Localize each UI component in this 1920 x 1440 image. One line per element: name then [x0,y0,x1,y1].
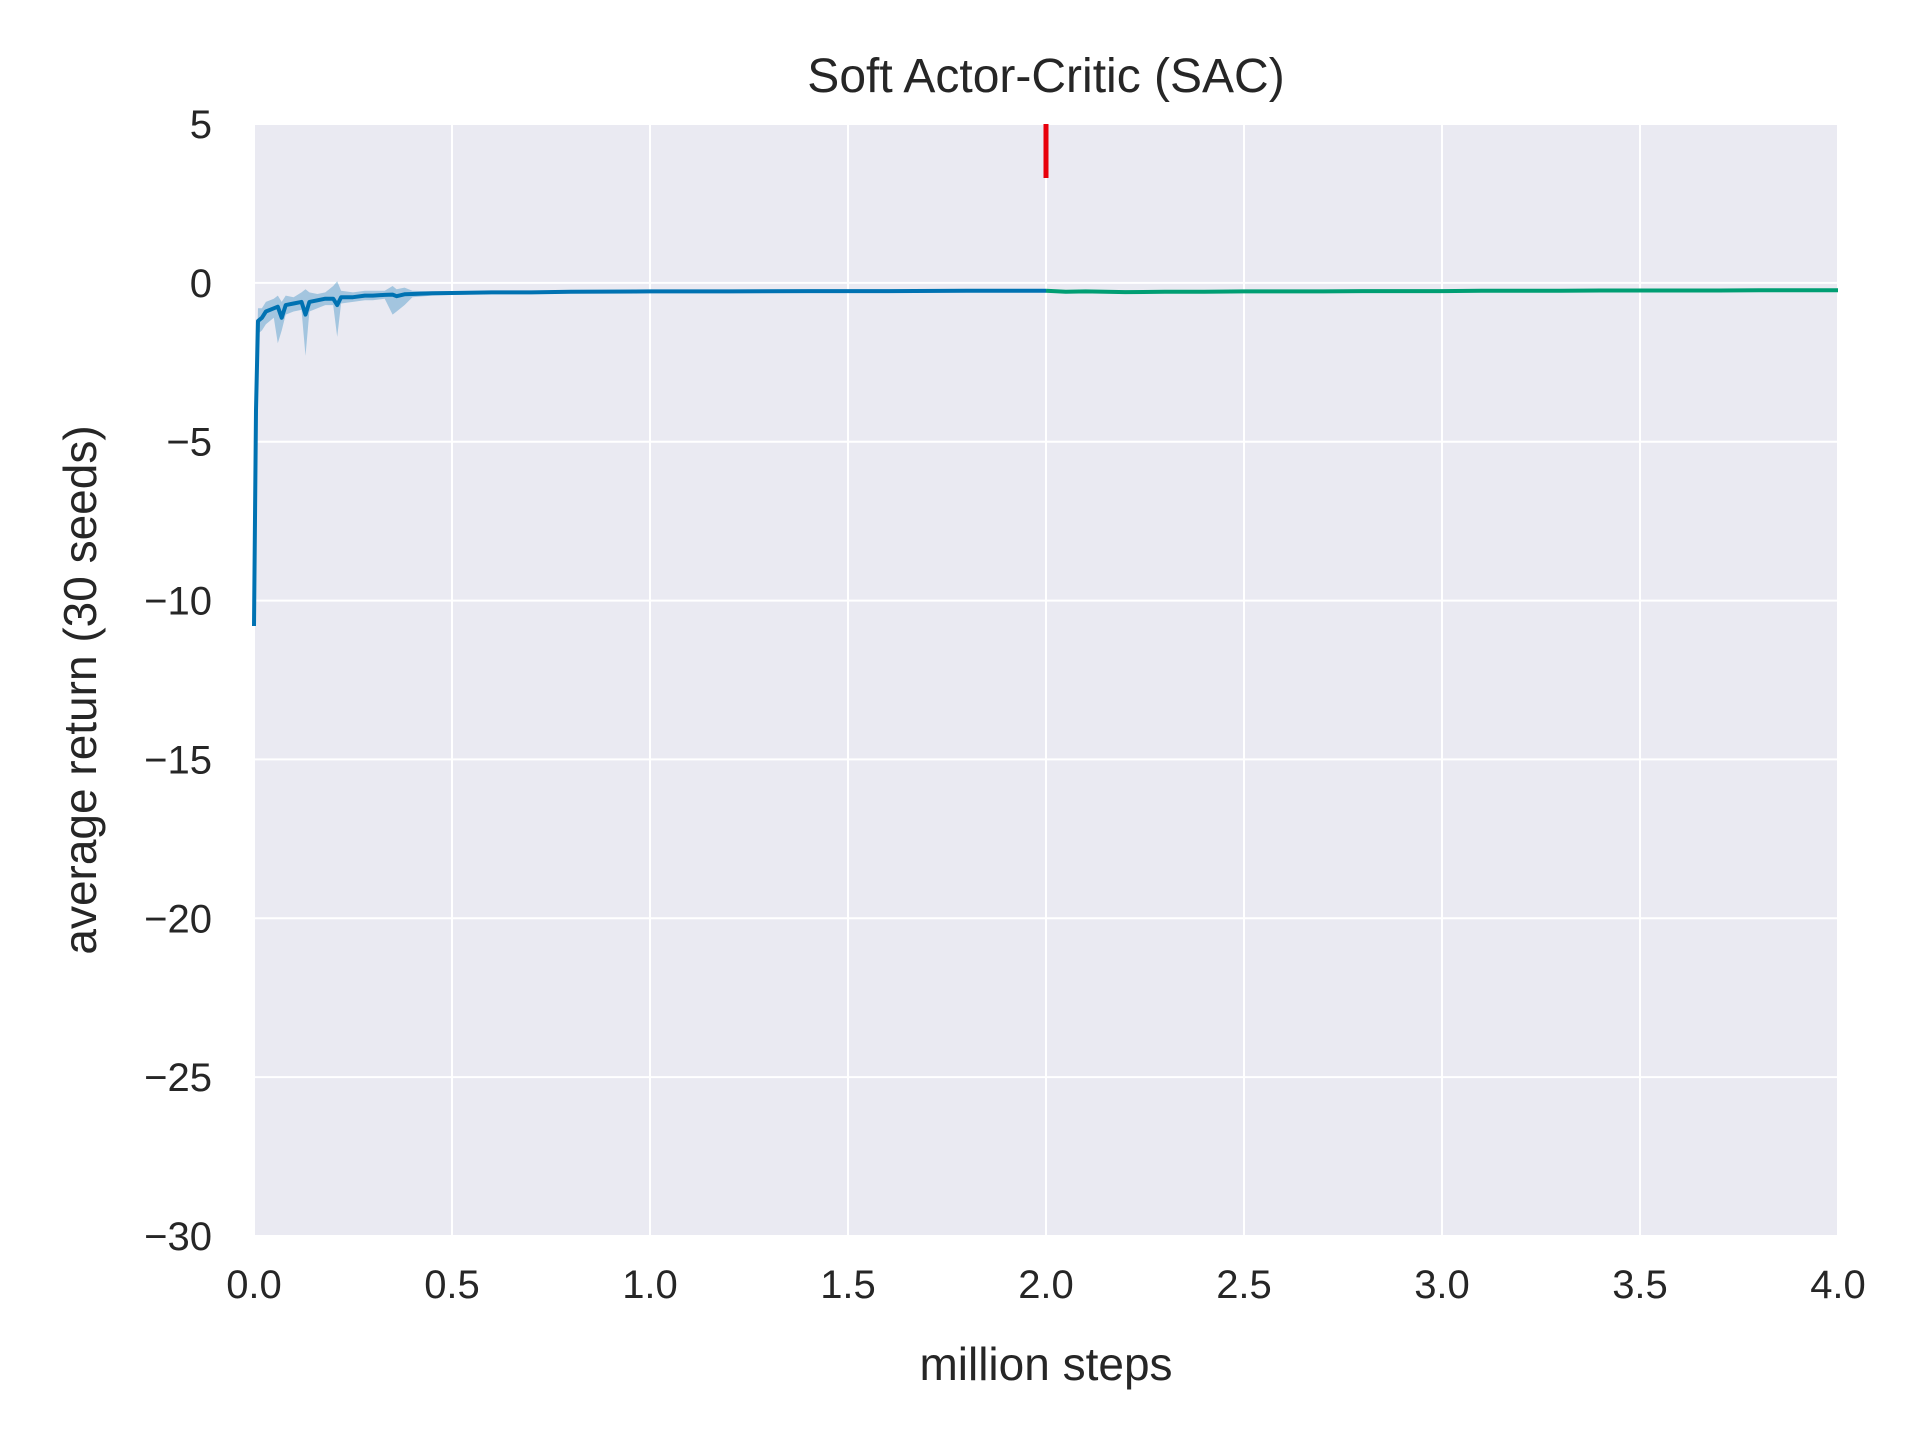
y-tick-label: −30 [144,1215,212,1259]
x-tick-label: 2.5 [1216,1263,1272,1307]
series-1-line [252,288,1046,627]
chart-title: Soft Actor-Critic (SAC) [807,50,1284,103]
y-tick-label: −15 [144,738,212,782]
y-tick-label: −25 [144,1056,212,1100]
y-tick-label: −10 [144,580,212,624]
y-axis-label: average return (30 seeds) [54,425,106,954]
grid-lines [253,123,1839,1237]
x-axis-label: million steps [919,1338,1172,1390]
y-tick-labels: −30 −25 −20 −15 −10 −5 0 5 [144,103,212,1259]
y-tick-label: 0 [190,262,212,306]
y-tick-label: −5 [166,421,212,465]
x-tick-label: 4.0 [1810,1263,1866,1307]
series-2-line [1045,288,1838,295]
y-tick-label: 5 [190,103,212,147]
x-tick-label: 1.0 [622,1263,678,1307]
x-tick-label: 1.5 [820,1263,876,1307]
y-tick-label: −20 [144,897,212,941]
x-tick-label: 3.0 [1414,1263,1470,1307]
series-lines [252,288,1838,627]
x-tick-label: 0.0 [226,1263,282,1307]
x-tick-label: 2.0 [1018,1263,1074,1307]
x-tick-label: 3.5 [1612,1263,1668,1307]
x-tick-labels: 0.0 0.5 1.0 1.5 2.0 2.5 3.0 3.5 4.0 [226,1263,1866,1307]
x-tick-label: 0.5 [424,1263,480,1307]
